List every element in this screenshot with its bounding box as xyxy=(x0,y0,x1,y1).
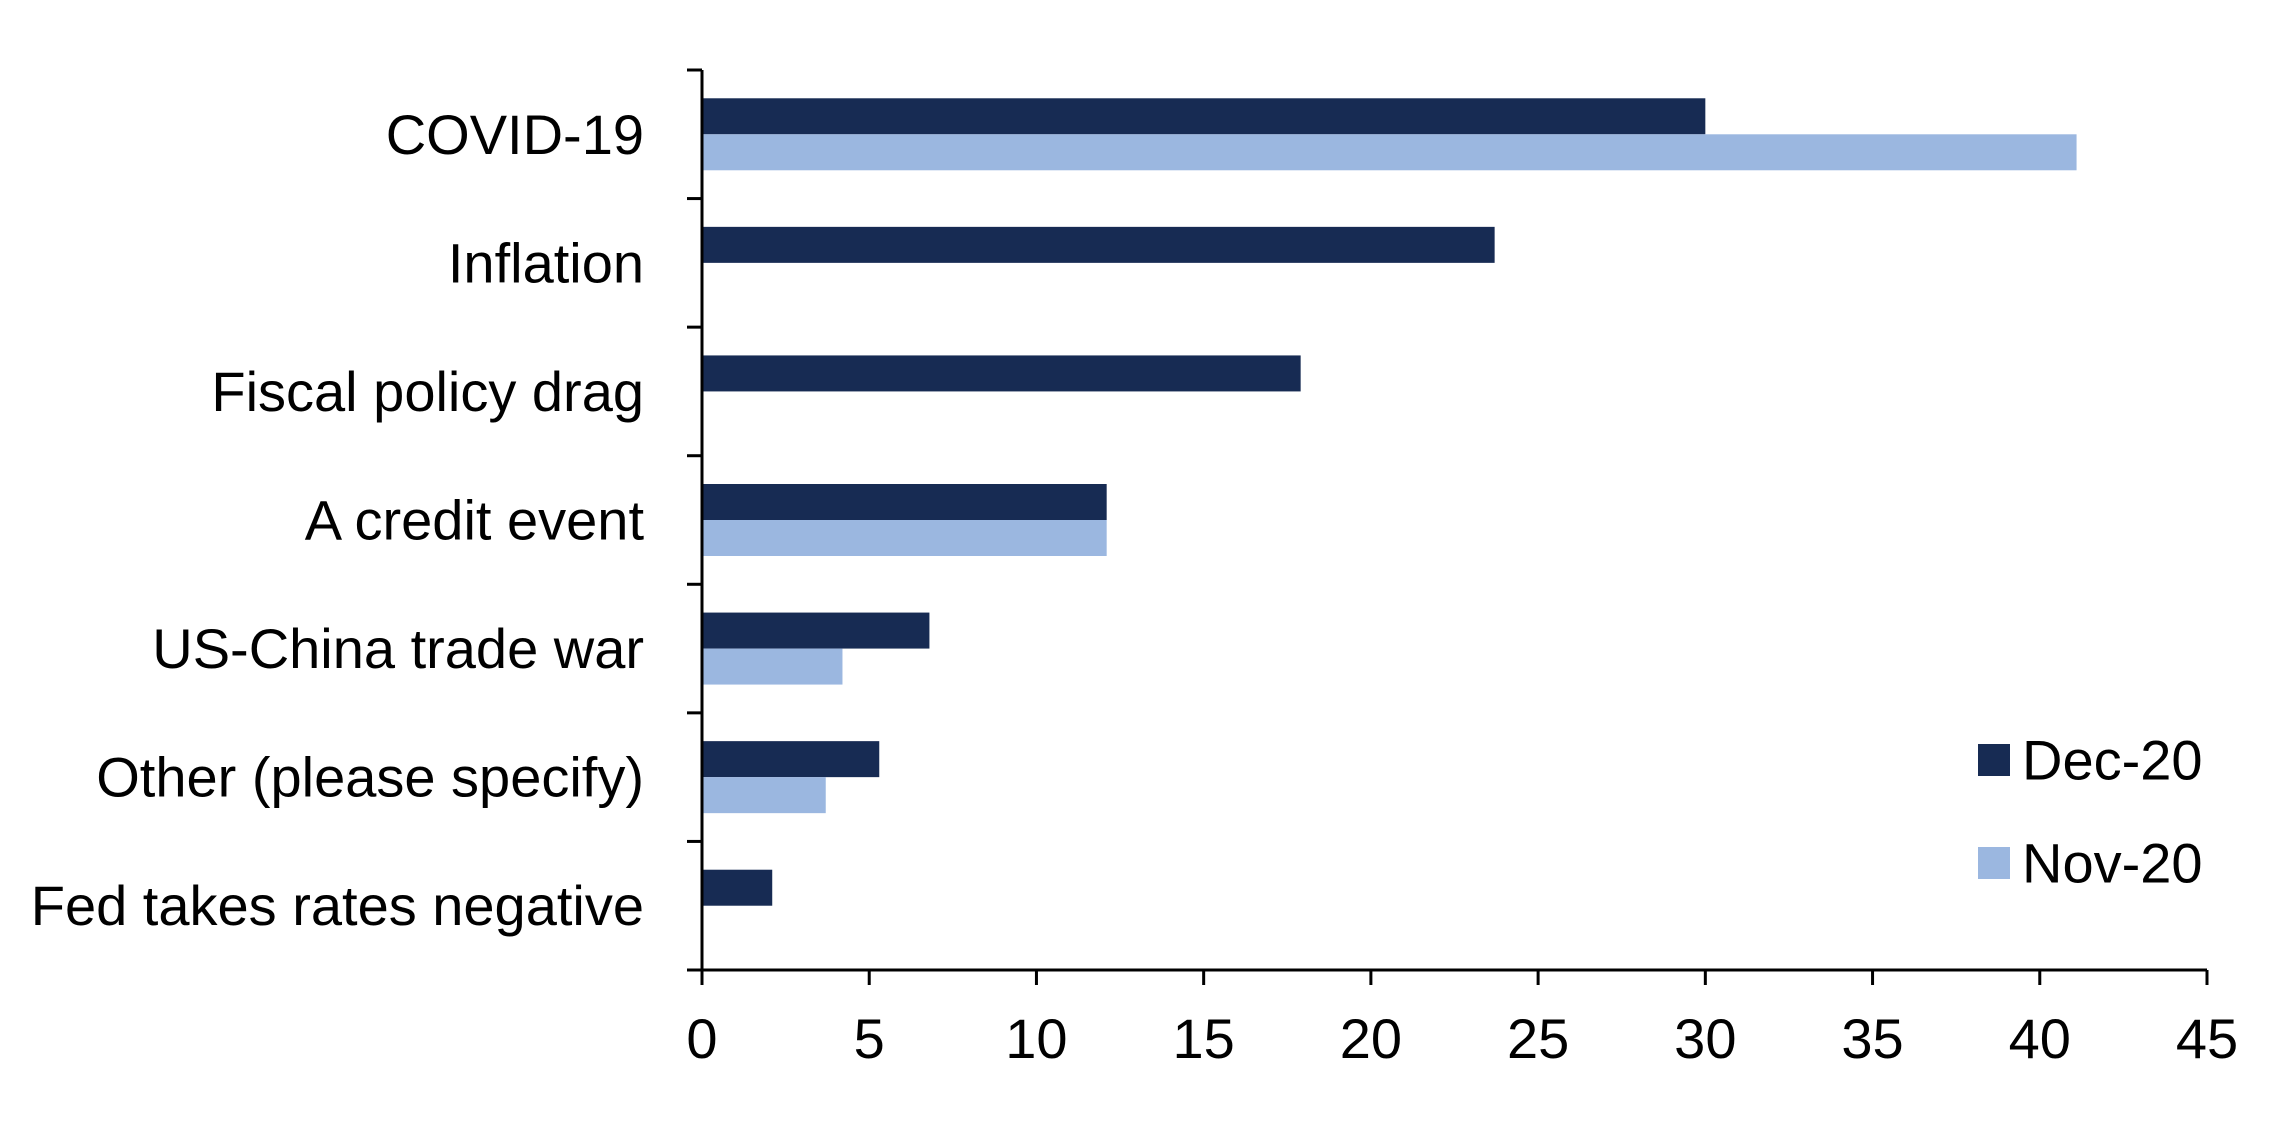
legend: Dec-20 Nov-20 xyxy=(1978,729,2203,895)
x-tick-label: 10 xyxy=(1005,1007,1067,1070)
category-label: Fiscal policy drag xyxy=(211,360,644,423)
x-tick-label: 30 xyxy=(1674,1007,1736,1070)
bar-nov-20-1 xyxy=(702,134,2077,171)
axes-layer xyxy=(687,68,2209,985)
labels-layer: COVID-19 Inflation Fiscal policy drag A cre… xyxy=(31,103,2238,1070)
legend-swatch-dec-20 xyxy=(1978,744,2010,776)
bars-layer xyxy=(702,98,2077,906)
x-tick-label: 40 xyxy=(2009,1007,2071,1070)
x-tick-label: 0 xyxy=(686,1007,717,1070)
bar-dec-20-3 xyxy=(702,355,1301,392)
x-tick-label: 20 xyxy=(1340,1007,1402,1070)
x-tick-label: 25 xyxy=(1507,1007,1569,1070)
bar-nov-20-6 xyxy=(702,777,826,814)
category-label: Fed takes rates negative xyxy=(31,874,644,937)
category-label: US-China trade war xyxy=(152,617,644,680)
category-label: Other (please specify) xyxy=(96,746,644,809)
category-label: COVID-19 xyxy=(386,103,644,166)
legend-label-dec-20: Dec-20 xyxy=(2022,729,2203,792)
x-tick-label: 35 xyxy=(1841,1007,1903,1070)
legend-swatch-nov-20 xyxy=(1978,847,2010,879)
category-label: A credit event xyxy=(305,489,645,552)
category-label: Inflation xyxy=(448,231,644,294)
x-tick-label: 45 xyxy=(2176,1007,2238,1070)
bar-dec-20-7 xyxy=(702,869,773,906)
bar-dec-20-5 xyxy=(702,612,930,649)
bar-dec-20-4 xyxy=(702,484,1107,520)
x-tick-label: 5 xyxy=(854,1007,885,1070)
bar-dec-20-1 xyxy=(702,98,1706,135)
bar-dec-20-2 xyxy=(702,226,1495,263)
bar-nov-20-5 xyxy=(702,648,843,685)
legend-label-nov-20: Nov-20 xyxy=(2022,832,2203,895)
bar-dec-20-6 xyxy=(702,741,880,778)
x-tick-label: 15 xyxy=(1173,1007,1235,1070)
bar-nov-20-4 xyxy=(702,520,1107,556)
